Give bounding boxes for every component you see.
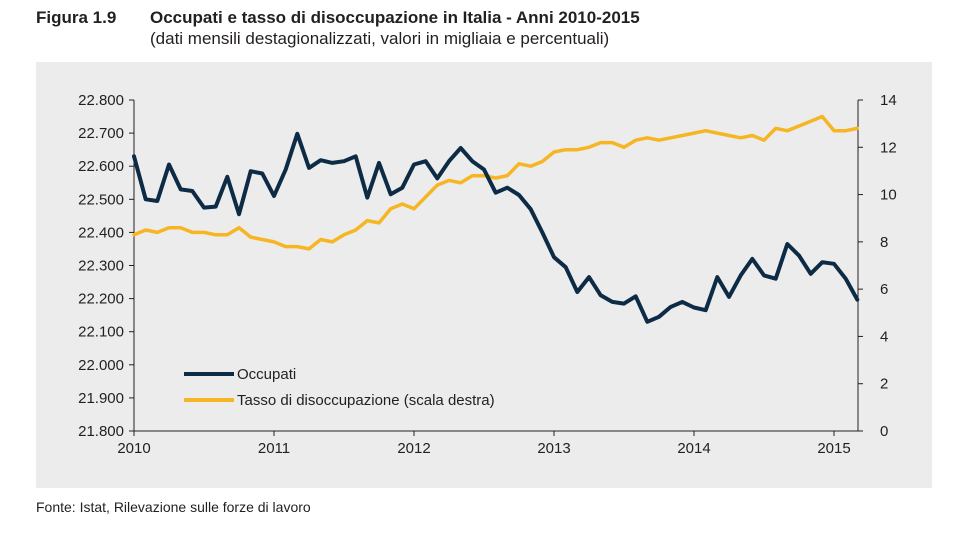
source-note: Fonte: Istat, Rilevazione sulle forze di… [36,499,311,515]
left-tick-label: 22.500 [78,191,124,208]
left-tick-label: 21.900 [78,390,124,407]
x-axis-ticks: 2010 2011 2012 2013 2014 2015 [117,431,851,457]
legend: Occupati Tasso di disoccupazione (scala … [184,366,495,409]
right-tick-label: 12 [880,139,897,156]
right-tick-label: 4 [880,328,888,345]
right-tick-label: 0 [880,423,888,440]
left-tick-label: 22.300 [78,258,124,275]
right-tick-label: 8 [880,234,888,251]
legend-label-disoccupazione: Tasso di disoccupazione (scala destra) [237,392,495,409]
figure-number: Figura 1.9 [36,8,117,27]
series-line-occupati [132,131,860,324]
left-tick-label: 22.000 [78,357,124,374]
left-tick-label: 21.800 [78,423,124,440]
left-tick-label: 22.700 [78,125,124,142]
chart-subtitle: (dati mensili destagionalizzati, valori … [150,29,610,48]
right-tick-label: 10 [880,187,897,204]
chart-panel: 21.800 21.900 22.000 22.100 22.200 22.300 22.4… [36,62,932,488]
right-tick-label: 2 [880,376,888,393]
left-axis-ticks: 21.800 21.900 22.000 22.100 22.200 22.300 22.4… [78,92,134,440]
right-tick-label: 6 [880,281,888,298]
x-tick-label: 2015 [817,440,850,457]
right-tick-label: 14 [880,92,897,109]
line-chart: 21.800 21.900 22.000 22.100 22.200 22.300 22.4… [78,92,897,457]
left-tick-label: 22.100 [78,324,124,341]
x-tick-label: 2010 [117,440,150,457]
legend-label-occupati: Occupati [237,366,296,383]
chart-title: Occupati e tasso di disoccupazione in It… [150,8,640,27]
x-tick-label: 2012 [397,440,430,457]
series-line-disoccupazione [132,114,860,251]
left-tick-label: 22.600 [78,158,124,175]
x-tick-label: 2014 [677,440,710,457]
left-tick-label: 22.400 [78,224,124,241]
series-layer [132,114,860,324]
right-axis-ticks: 0 2 4 6 8 10 12 14 [858,92,897,440]
left-tick-label: 22.200 [78,291,124,308]
x-tick-label: 2011 [258,440,290,457]
left-tick-label: 22.800 [78,92,124,109]
x-tick-label: 2013 [537,440,570,457]
